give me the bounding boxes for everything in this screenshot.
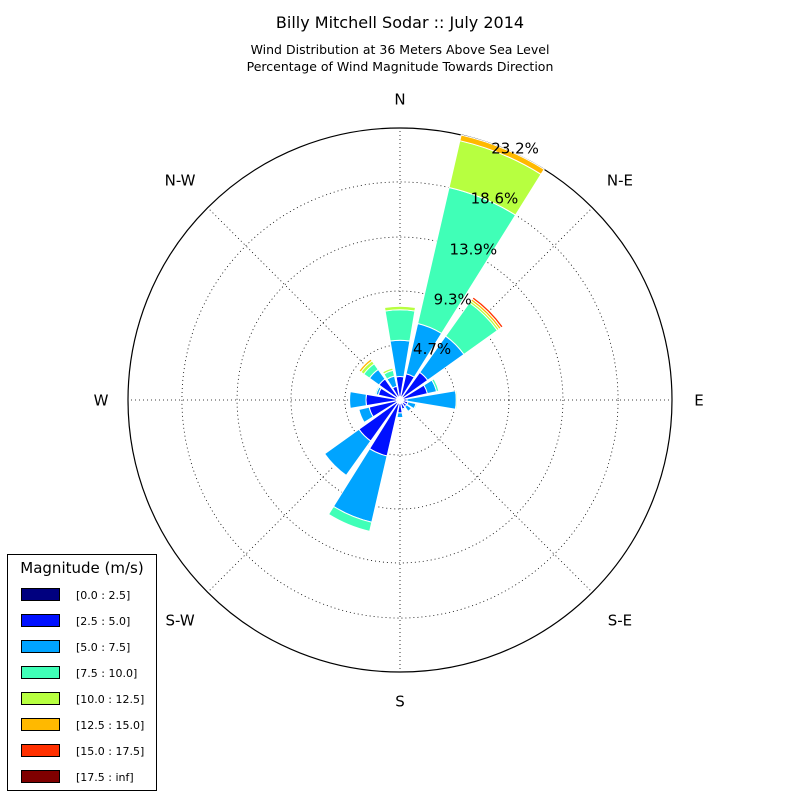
- axis-labels: N N-E E S-E S S-W W N-W 4.7% 9.3% 13.9% 18.6% 23.2%: [94, 91, 704, 711]
- legend-swatch: [21, 770, 60, 783]
- bar-sector-157.5-bin-2: [401, 407, 407, 411]
- bar-sector-180-bin-2: [396, 412, 404, 419]
- legend-label: [7.5 : 10.0]: [76, 667, 138, 680]
- radial-tick-label: 13.9%: [450, 240, 498, 258]
- legend-swatch: [21, 614, 60, 627]
- legend-swatch: [21, 692, 60, 705]
- chart-subtitle-line-1: Wind Distribution at 36 Meters Above Sea…: [251, 42, 550, 57]
- bar-sector-270-bin-2: [349, 391, 368, 409]
- direction-label-n-e: N-E: [607, 172, 633, 190]
- bar-sector-202.5-bin-3: [327, 505, 373, 532]
- grid-circle: [290, 290, 510, 510]
- legend-label: [5.0 : 7.5]: [76, 641, 131, 654]
- chart-subtitle-line-2: Percentage of Wind Magnitude Towards Dir…: [247, 59, 554, 74]
- bar-sector-337.5-bin-4: [381, 367, 394, 375]
- legend-swatch: [21, 744, 60, 757]
- radial-tick-label: 23.2%: [491, 140, 539, 158]
- bar-sector-67.5-bin-3: [431, 378, 440, 393]
- legend-label: [15.0 : 17.5]: [76, 745, 145, 758]
- legend-swatch: [21, 666, 60, 679]
- legend-label: [2.5 : 5.0]: [76, 615, 131, 628]
- legend-swatch: [21, 640, 60, 653]
- grid-circle: [181, 181, 619, 619]
- bar-sector-225-bin-2: [323, 428, 372, 477]
- grid-spoke: [207, 399, 401, 593]
- bar-sector-292.5-bin-3: [374, 385, 380, 396]
- radial-tick-label: 4.7%: [413, 340, 451, 358]
- direction-label-s-w: S-W: [166, 611, 195, 629]
- direction-label-s: S: [395, 693, 405, 711]
- radial-tick-label: 9.3%: [434, 290, 472, 308]
- bar-sector-112.5-bin-3: [413, 403, 418, 411]
- legend-label: [12.5 : 15.0]: [76, 719, 145, 732]
- direction-label-w: W: [94, 392, 109, 410]
- grid-spoke: [399, 207, 593, 401]
- legend-title: Magnitude (m/s): [20, 559, 144, 577]
- bar-sector-22.5-bin-5: [459, 134, 545, 175]
- legend: Magnitude (m/s) [0.0 : 2.5] [2.5 : 5.0] [5…: [7, 554, 157, 791]
- legend-label: [17.5 : inf]: [76, 771, 134, 784]
- grid-spoke: [399, 399, 593, 593]
- bar-sector-315-bin-5: [358, 358, 373, 373]
- bar-sector-0-bin-3: [384, 309, 416, 342]
- bar-sector-0-bin-4: [383, 305, 417, 312]
- bar-sector-45-bin-6: [471, 296, 504, 329]
- direction-label-s-e: S-E: [608, 611, 632, 629]
- legend-label: [0.0 : 2.5]: [76, 589, 131, 602]
- wind-bars: [323, 134, 545, 532]
- bar-sector-90-bin-4: [454, 389, 458, 411]
- legend-swatch: [21, 588, 60, 601]
- direction-label-e: E: [694, 392, 703, 410]
- direction-label-n: N: [394, 91, 405, 109]
- radial-tick-label: 18.6%: [471, 190, 519, 208]
- bar-sector-135-bin-2: [404, 404, 413, 413]
- bar-sector-247.5-bin-2: [358, 406, 374, 424]
- legend-label: [10.0 : 12.5]: [76, 693, 145, 706]
- direction-label-n-w: N-W: [165, 172, 196, 190]
- grid-spoke: [207, 207, 401, 401]
- outer-circle: [127, 127, 673, 673]
- chart-title: Billy Mitchell Sodar :: July 2014: [276, 13, 524, 32]
- grid-circle: [236, 236, 564, 564]
- legend-swatch: [21, 718, 60, 731]
